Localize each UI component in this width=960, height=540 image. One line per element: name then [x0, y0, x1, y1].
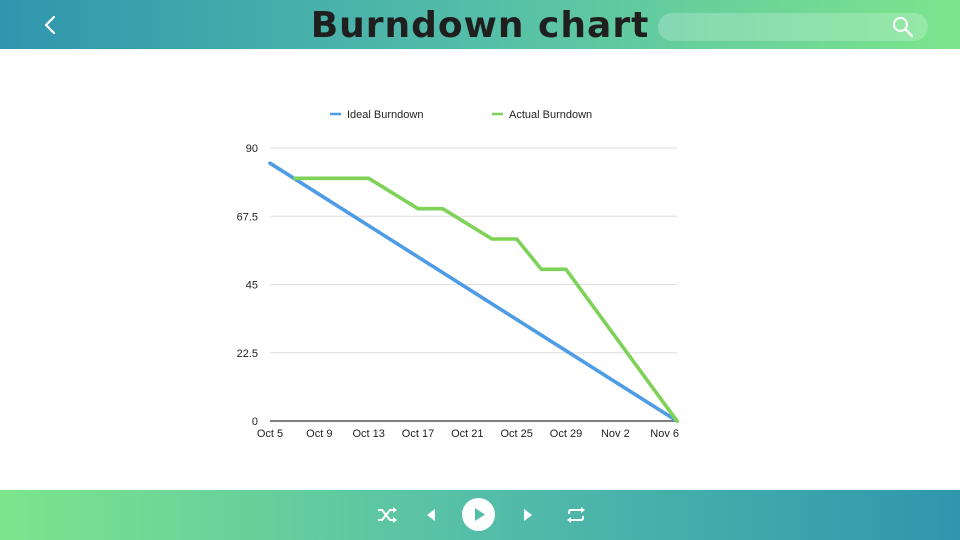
chevron-left-icon: [44, 15, 56, 35]
header-bar: Burndown chart: [0, 0, 960, 49]
previous-icon: [427, 509, 435, 521]
y-tick-label: 0: [252, 416, 258, 428]
shuffle-button[interactable]: [375, 503, 399, 527]
search-icon: [893, 17, 914, 38]
burndown-chart: 0 22.5 45 67.5 90 Oct 5 Oct 9 Oct 13 Oct 17 Oct 2…: [0, 49, 960, 490]
legend-label: Actual Burndown: [509, 109, 592, 121]
play-button[interactable]: [462, 498, 495, 531]
back-button[interactable]: [36, 10, 66, 40]
x-tick-label: Oct 21: [451, 428, 483, 440]
x-tick-label: Oct 17: [402, 428, 434, 440]
y-tick-label: 90: [246, 143, 258, 155]
legend-label: Ideal Burndown: [347, 109, 423, 121]
play-icon: [475, 508, 485, 521]
x-tick-label: Oct 13: [352, 428, 384, 440]
search-box: [658, 13, 928, 41]
repeat-icon: [567, 507, 585, 523]
x-tick-label: Oct 25: [500, 428, 532, 440]
x-tick-label: Oct 5: [257, 428, 283, 440]
repeat-button[interactable]: [564, 503, 588, 527]
x-tick-label: Oct 9: [306, 428, 332, 440]
chart-canvas: 0 22.5 45 67.5 90 Oct 5 Oct 9 Oct 13 Oct 17 Oct 2…: [237, 109, 679, 440]
series-line-ideal-burndown: [268, 161, 679, 423]
x-tick-label: Nov 2: [601, 428, 630, 440]
previous-button[interactable]: [422, 505, 442, 525]
y-tick-label: 45: [246, 280, 258, 292]
shuffle-icon: [378, 507, 397, 523]
search-button[interactable]: [891, 15, 915, 39]
x-tick-label: Nov 6: [650, 428, 679, 440]
x-tick-label: Oct 29: [550, 428, 582, 440]
search-input[interactable]: [670, 17, 884, 39]
page-title: Burndown chart: [310, 5, 650, 46]
y-tick-label: 22.5: [237, 348, 258, 360]
player-bar: [0, 490, 960, 540]
series-line-actual-burndown: [292, 176, 679, 423]
next-button[interactable]: [517, 505, 537, 525]
y-tick-label: 67.5: [237, 211, 258, 223]
next-icon: [524, 509, 532, 521]
